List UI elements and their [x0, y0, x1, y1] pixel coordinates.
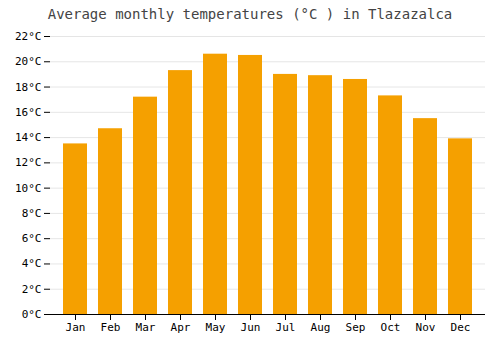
svg-text:Oct: Oct: [381, 321, 401, 334]
svg-text:0°C: 0°C: [22, 308, 42, 321]
svg-text:Jan: Jan: [66, 321, 86, 334]
html-text:Average monthly temperatures (: Average monthly temperatures (°C ) in Tl…: [47, 6, 453, 22]
svg-text:2°C: 2°C: [22, 283, 42, 296]
svg-text:14°C: 14°C: [15, 131, 42, 144]
svg-text:Jul: Jul: [276, 321, 296, 334]
svg-text:May: May: [206, 321, 226, 334]
svg-text:12°C: 12°C: [15, 156, 42, 169]
svg-text:Nov: Nov: [416, 321, 436, 334]
svg-text:Sep: Sep: [346, 321, 366, 334]
svg-text:Jun: Jun: [241, 321, 261, 334]
svg-text:20°C: 20°C: [15, 55, 42, 68]
svg-text:Feb: Feb: [101, 321, 121, 334]
svg-text:Mar: Mar: [136, 321, 156, 334]
svg-text:22°C: 22°C: [15, 30, 42, 43]
svg-text:16°C: 16°C: [15, 106, 42, 119]
svg-text:18°C: 18°C: [15, 81, 42, 94]
svg-text:Aug: Aug: [311, 321, 331, 334]
svg-text:Dec: Dec: [451, 321, 471, 334]
svg-text:8°C: 8°C: [22, 207, 42, 220]
svg-text:Apr: Apr: [171, 321, 191, 334]
svg-text:10°C: 10°C: [15, 182, 42, 195]
svg-text:4°C: 4°C: [22, 257, 42, 270]
svg-text:6°C: 6°C: [22, 232, 42, 245]
